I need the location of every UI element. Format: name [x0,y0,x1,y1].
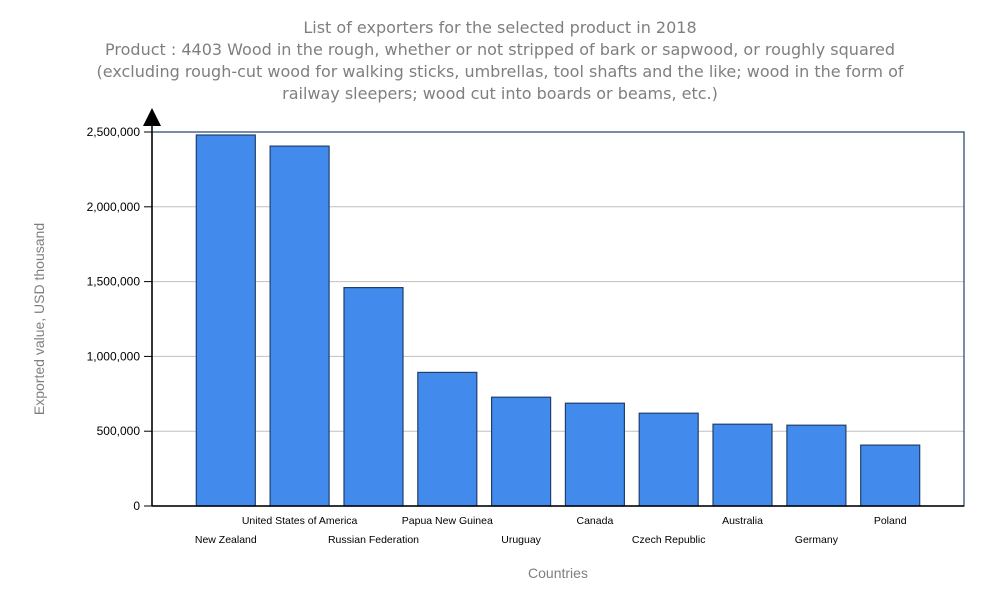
y-axis-title: Exported value, USD thousand [31,223,47,415]
y-tick-label: 500,000 [97,424,141,438]
x-tick-label: Russian Federation [328,534,419,546]
bar[interactable] [269,145,330,507]
x-tick-label: Germany [795,534,839,546]
x-tick-label: Papua New Guinea [402,515,493,527]
x-tick-labels: New Zealand United States of America Russi… [195,515,907,546]
bar[interactable] [712,423,773,507]
bars [195,134,921,507]
x-tick-label: Uruguay [501,534,541,546]
chart-title-line-2: Product : 4403 Wood in the rough, whethe… [105,40,895,59]
x-tick-label: New Zealand [195,534,257,546]
x-tick-label: Canada [577,515,614,527]
x-tick-label: Czech Republic [632,534,706,546]
y-tick-label: 2,000,000 [87,200,141,214]
chart-title-line-1: List of exporters for the selected produ… [303,18,697,37]
x-axis-title: Countries [528,565,588,581]
bar[interactable] [786,424,847,507]
bar[interactable] [343,287,404,507]
bar[interactable] [564,402,626,507]
y-axis-arrow-icon [143,108,161,126]
chart-title-line-3: (excluding rough-cut wood for walking st… [96,62,904,81]
bar[interactable] [195,134,256,507]
y-tick-label: 2,500,000 [87,125,141,139]
bar[interactable] [860,444,921,507]
y-tick-label: 0 [133,499,140,513]
y-ticks: 0 500,000 1,000,000 1,500,000 2,000,000 2,500… [87,125,152,513]
chart-title-line-4: railway sleepers; wood cut into boards o… [282,84,718,103]
x-tick-label: United States of America [242,515,358,527]
y-tick-label: 1,000,000 [87,349,141,363]
bar[interactable] [491,396,552,507]
x-tick-label: Australia [722,515,763,527]
y-tick-label: 1,500,000 [87,275,141,289]
x-tick-label: Poland [874,515,907,527]
bar[interactable] [638,412,699,507]
bar[interactable] [417,371,478,507]
